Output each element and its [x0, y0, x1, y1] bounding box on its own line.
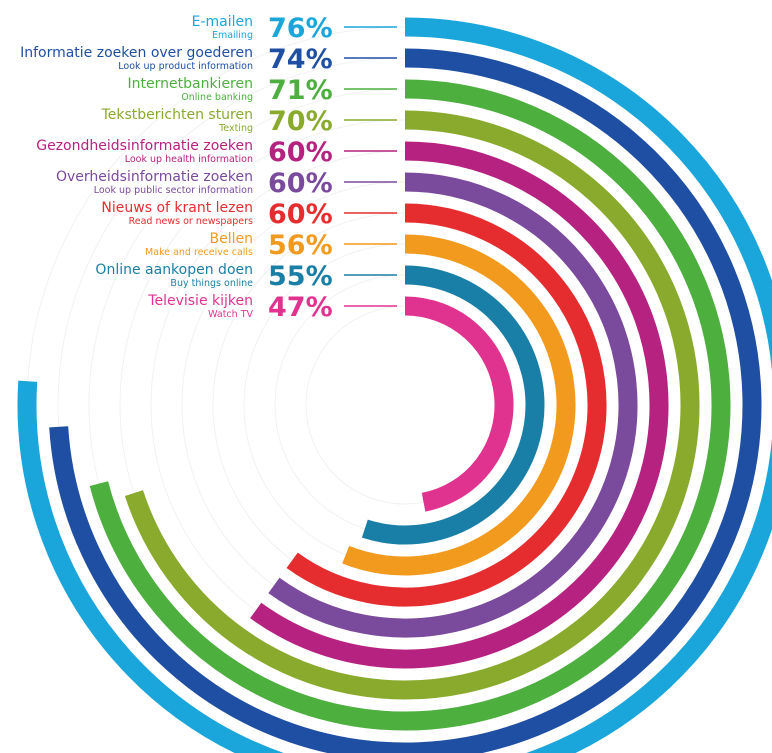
- category-label-nl: Televisie kijken: [147, 293, 253, 309]
- ring-arc: [286, 203, 607, 607]
- category-label-nl: Informatie zoeken over goederen: [20, 45, 253, 61]
- category-label-nl: Gezondheidsinformatie zoeken: [36, 138, 253, 154]
- ring-arc: [124, 110, 700, 700]
- category-label-en: Read news or newspapers: [129, 216, 253, 227]
- ring-arc: [250, 141, 669, 669]
- category-label-en: Online banking: [181, 92, 253, 103]
- value-label: 60%: [268, 168, 333, 199]
- value-label: 71%: [268, 75, 333, 106]
- category-label-en: Make and receive calls: [145, 247, 253, 258]
- category-label-nl: Online aankopen doen: [95, 262, 253, 278]
- category-label-en: Look up public sector information: [94, 185, 253, 196]
- category-label-nl: Tekstberichten sturen: [101, 107, 253, 123]
- value-label: 47%: [268, 292, 333, 323]
- category-label-nl: Internetbankieren: [128, 76, 253, 92]
- value-label: 60%: [268, 199, 333, 230]
- ring-group: [17, 17, 772, 753]
- ring-arc: [342, 234, 576, 576]
- ring-arc: [89, 79, 731, 731]
- ring-arc: [17, 17, 772, 753]
- ring-arc: [49, 48, 762, 753]
- ring-arc: [404, 296, 514, 512]
- category-label-nl: Bellen: [210, 231, 253, 247]
- value-label: 56%: [268, 230, 333, 261]
- category-label-en: Watch TV: [208, 309, 253, 320]
- category-label-en: Emailing: [212, 30, 253, 41]
- ring-arc: [361, 265, 545, 545]
- category-label-en: Texting: [218, 123, 253, 134]
- value-label: 55%: [268, 261, 333, 292]
- category-label-nl: E-mailen: [192, 14, 253, 30]
- value-label: 60%: [268, 137, 333, 168]
- value-label: 74%: [268, 44, 333, 75]
- category-label-en: Look up product information: [118, 61, 253, 72]
- value-label: 76%: [268, 13, 333, 44]
- category-label-nl: Overheidsinformatie zoeken: [56, 169, 253, 185]
- ring-arc: [268, 172, 638, 638]
- category-label-en: Buy things online: [170, 278, 253, 289]
- value-label: 70%: [268, 106, 333, 137]
- category-label-nl: Nieuws of krant lezen: [101, 200, 253, 216]
- category-label-en: Look up health information: [125, 154, 253, 165]
